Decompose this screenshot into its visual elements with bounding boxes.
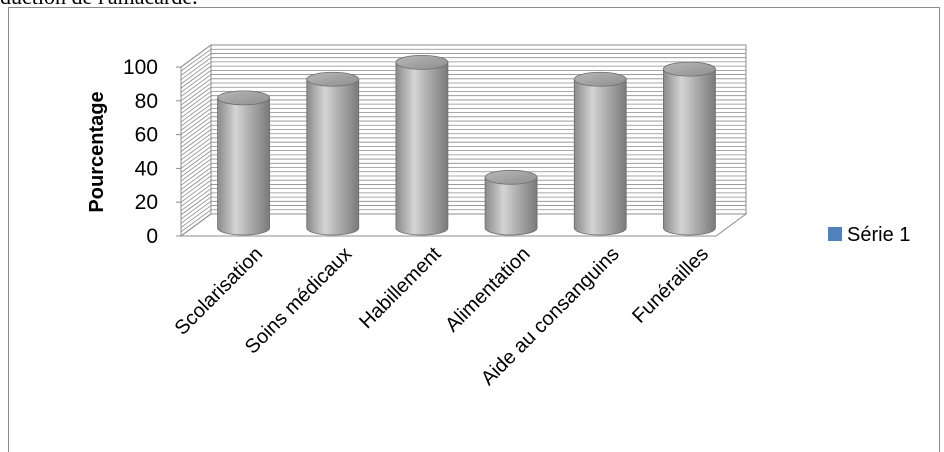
y-tick-labels: 0 20 40 60 80 100 bbox=[123, 56, 181, 248]
bar bbox=[484, 169, 538, 236]
category-label: Scolarisation bbox=[171, 243, 268, 340]
y-tick-label: 80 bbox=[135, 90, 158, 113]
bars bbox=[217, 54, 716, 236]
y-tick-label: 20 bbox=[135, 191, 158, 214]
y-tick-label: 60 bbox=[135, 124, 158, 147]
legend-marker-serie-1 bbox=[828, 227, 842, 241]
category-label: Habillement bbox=[355, 243, 446, 334]
legend-label-serie-1: Série 1 bbox=[847, 224, 910, 246]
bar bbox=[395, 54, 449, 236]
document-top-text: duction de l'amacarde. bbox=[0, 0, 198, 10]
y-axis-label: Pourcentage bbox=[86, 91, 108, 212]
bar bbox=[217, 90, 270, 236]
y-tick-label: 40 bbox=[135, 157, 158, 180]
y-tick-label: 0 bbox=[146, 225, 158, 248]
y-tick-label: 100 bbox=[123, 56, 158, 79]
bar bbox=[663, 61, 716, 236]
category-label: Funérailles bbox=[628, 243, 713, 328]
legend: Série 1 bbox=[828, 224, 910, 246]
gridlines bbox=[180, 44, 746, 237]
category-label: Alimentation bbox=[441, 243, 534, 336]
bar bbox=[306, 71, 360, 236]
bar bbox=[573, 71, 627, 236]
